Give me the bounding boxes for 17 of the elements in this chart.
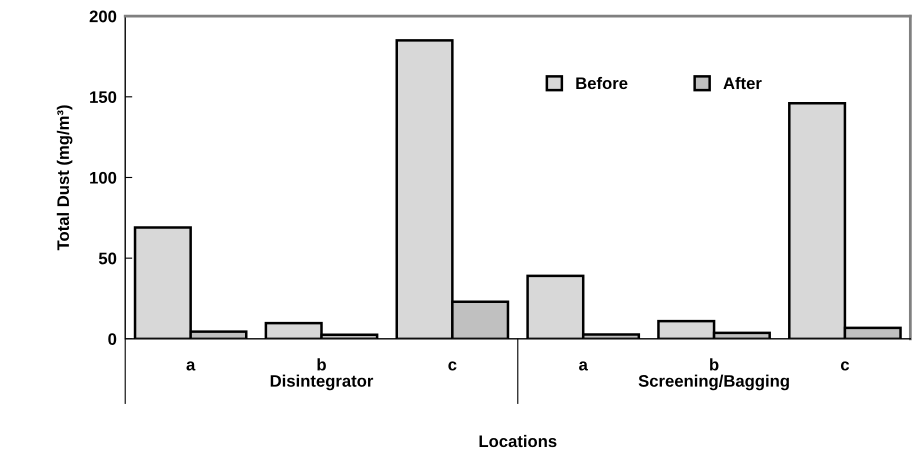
y-tick-label: 100 [90, 172, 116, 184]
x-axis-title: Locations [480, 434, 556, 448]
x-tick-label: a [186, 361, 196, 371]
y-axis-title: Total Dust (mg/m³) [56, 105, 72, 250]
text: Screening/Bagging [638, 374, 789, 390]
x-tick-label: a [579, 361, 588, 371]
x-tick-label: b [318, 358, 326, 371]
x-tick-label: c [840, 361, 850, 371]
legend-label: After [723, 76, 762, 90]
legend-label: Before [576, 76, 628, 90]
y-tick-label: 50 [98, 252, 116, 264]
y-tick-label: 150 [90, 91, 116, 104]
y-tick-label: 200 [90, 10, 116, 22]
x-tick-label: b [710, 358, 718, 371]
x-tick-label: c [448, 361, 456, 371]
y-tick-label: 0 [108, 333, 116, 346]
text: Disintegrator [270, 374, 374, 390]
